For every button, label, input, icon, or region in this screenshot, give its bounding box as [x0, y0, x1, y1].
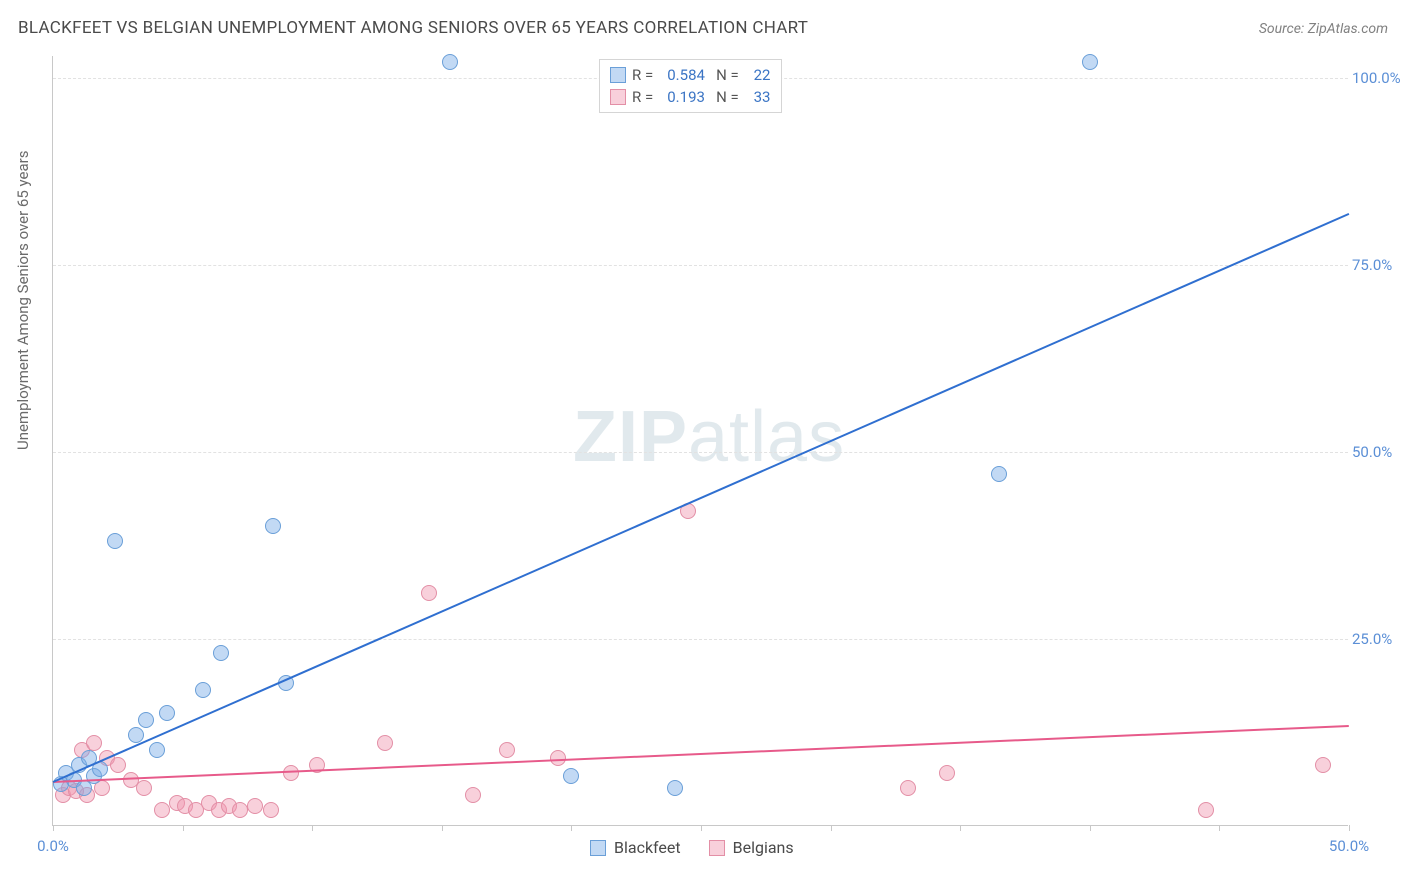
y-axis-label: Unemployment Among Seniors over 65 years — [14, 151, 32, 450]
legend-bottom: Blackfeet Belgians — [590, 838, 794, 857]
y-tick-label: 75.0% — [1352, 256, 1404, 274]
y-tick-label: 25.0% — [1352, 630, 1404, 648]
scatter-point — [232, 802, 248, 818]
y-tick-label: 50.0% — [1352, 443, 1404, 461]
scatter-point — [154, 802, 170, 818]
scatter-point — [465, 787, 481, 803]
x-tick — [701, 825, 702, 831]
scatter-point — [563, 768, 579, 784]
stats-text: R = 0.584 N = 22 — [632, 64, 771, 86]
scatter-point — [195, 682, 211, 698]
stats-legend: R = 0.584 N = 22 R = 0.193 N = 33 — [599, 59, 782, 113]
scatter-point — [667, 780, 683, 796]
legend-swatch — [709, 840, 725, 856]
scatter-point — [499, 742, 515, 758]
legend-item: Blackfeet — [590, 838, 681, 857]
scatter-point — [86, 735, 102, 751]
source-attribution: Source: ZipAtlas.com — [1259, 21, 1388, 37]
x-tick — [183, 825, 184, 831]
scatter-point — [900, 780, 916, 796]
scatter-point — [149, 742, 165, 758]
gridline — [53, 452, 1348, 453]
gridline — [53, 639, 1348, 640]
scatter-point — [265, 518, 281, 534]
x-tick — [831, 825, 832, 831]
scatter-point — [991, 466, 1007, 482]
trend-line — [53, 725, 1349, 783]
scatter-point — [213, 645, 229, 661]
scatter-point — [136, 780, 152, 796]
x-tick — [571, 825, 572, 831]
legend-item: Belgians — [709, 838, 794, 857]
legend-label: Blackfeet — [614, 838, 681, 857]
gridline — [53, 265, 1348, 266]
legend-swatch — [610, 67, 626, 83]
legend-swatch — [590, 840, 606, 856]
watermark: ZIPatlas — [573, 396, 845, 478]
scatter-point — [263, 802, 279, 818]
scatter-point — [1082, 54, 1098, 70]
scatter-point — [138, 712, 154, 728]
x-tick — [960, 825, 961, 831]
legend-swatch — [610, 89, 626, 105]
x-tick — [1219, 825, 1220, 831]
x-tick-label: 0.0% — [37, 837, 69, 855]
trend-line — [53, 213, 1350, 783]
x-tick — [312, 825, 313, 831]
scatter-point — [247, 798, 263, 814]
x-tick — [53, 825, 54, 831]
scatter-point — [939, 765, 955, 781]
scatter-point — [110, 757, 126, 773]
scatter-plot-area: ZIPatlas 25.0%50.0%75.0%100.0%0.0%50.0% … — [52, 56, 1348, 826]
legend-label: Belgians — [733, 838, 794, 857]
scatter-point — [1198, 802, 1214, 818]
stats-legend-row: R = 0.584 N = 22 — [610, 64, 771, 86]
scatter-point — [377, 735, 393, 751]
scatter-point — [107, 533, 123, 549]
x-tick — [1349, 825, 1350, 831]
x-tick — [1090, 825, 1091, 831]
scatter-point — [442, 54, 458, 70]
y-tick-label: 100.0% — [1352, 69, 1404, 87]
scatter-point — [421, 585, 437, 601]
scatter-point — [1315, 757, 1331, 773]
scatter-point — [550, 750, 566, 766]
x-tick-label: 50.0% — [1329, 837, 1369, 855]
stats-text: R = 0.193 N = 33 — [632, 86, 771, 108]
x-tick — [442, 825, 443, 831]
scatter-point — [159, 705, 175, 721]
chart-title: BLACKFEET VS BELGIAN UNEMPLOYMENT AMONG … — [18, 18, 808, 38]
stats-legend-row: R = 0.193 N = 33 — [610, 86, 771, 108]
